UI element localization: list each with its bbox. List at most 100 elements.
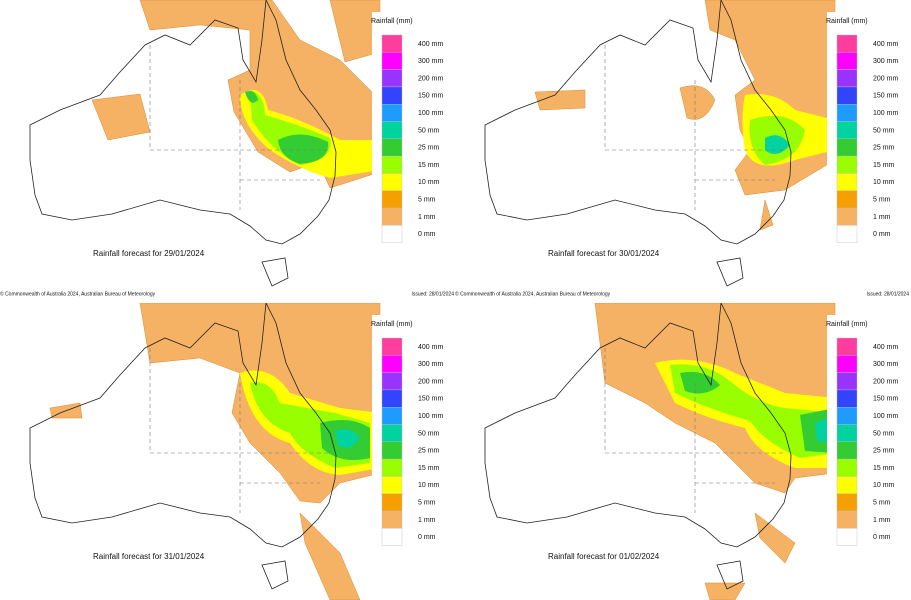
legend-label: 300 mm xyxy=(873,361,898,368)
legend-label: 5 mm xyxy=(418,197,436,204)
legend-label: 50 mm xyxy=(418,127,440,134)
legend-swatch xyxy=(381,493,403,512)
map-caption: Rainfall forecast for 01/02/2024 xyxy=(548,552,660,561)
legend-swatch xyxy=(836,355,858,373)
legend-swatch xyxy=(836,138,858,157)
legend-swatch xyxy=(381,458,403,477)
legend-swatch xyxy=(836,190,858,209)
legend-label: 10 mm xyxy=(873,179,895,186)
legend-swatch xyxy=(836,406,858,425)
legend-label: 400 mm xyxy=(418,41,443,48)
legend-label: 150 mm xyxy=(873,93,898,100)
forecast-map: Rainfall (mm) 400 mm 300 mm 200 mm 150 mm 100… xyxy=(0,0,456,297)
legend-swatch xyxy=(381,207,403,226)
legend-swatch xyxy=(836,86,858,105)
legend-label: 400 mm xyxy=(418,344,443,351)
legend-label: 15 mm xyxy=(873,465,895,472)
rainfall-area xyxy=(680,371,835,453)
legend-label: 100 mm xyxy=(418,413,443,420)
legend-label: 300 mm xyxy=(873,58,898,65)
legend-swatch xyxy=(836,207,858,226)
rainfall-area xyxy=(335,429,360,448)
legend-swatch xyxy=(381,372,403,391)
state-border xyxy=(149,45,330,210)
map-caption: Rainfall forecast for 30/01/2024 xyxy=(548,249,660,258)
map-caption: Rainfall forecast for 31/01/2024 xyxy=(93,552,205,561)
legend-label: 400 mm xyxy=(873,41,898,48)
legend-label: 15 mm xyxy=(418,465,440,472)
legend-swatch xyxy=(381,69,403,88)
legend-label: 10 mm xyxy=(418,179,440,186)
legend-swatch xyxy=(381,337,403,356)
legend-label: 400 mm xyxy=(873,344,898,351)
coastline xyxy=(29,0,337,287)
legend-swatch xyxy=(381,103,403,122)
legend-swatch xyxy=(381,406,403,425)
legend-swatch xyxy=(836,337,858,356)
legend-label: 25 mm xyxy=(418,145,440,152)
legend-label: 50 mm xyxy=(873,430,895,437)
legend-swatch xyxy=(381,389,403,408)
legend-label: 300 mm xyxy=(418,361,443,368)
legend-label: 5 mm xyxy=(873,197,891,204)
legend-label: 1 mm xyxy=(873,517,891,524)
forecast-map: Rainfall (mm) 400 mm 300 mm 200 mm 150 mm 100… xyxy=(0,303,456,600)
legend-swatch xyxy=(836,69,858,88)
legend-label: 5 mm xyxy=(873,500,891,507)
legend-swatch xyxy=(381,355,403,373)
forecast-map: Rainfall (mm) 400 mm 300 mm 200 mm 150 mm 100… xyxy=(455,303,911,600)
legend-label: 0 mm xyxy=(418,231,436,238)
legend-label: 150 mm xyxy=(418,93,443,100)
legend-swatch xyxy=(836,372,858,391)
legend-swatch xyxy=(381,121,403,139)
legend-label: 300 mm xyxy=(418,58,443,65)
legend-swatch xyxy=(836,52,858,70)
legend-title: Rainfall (mm) xyxy=(826,18,868,25)
legend-swatch xyxy=(381,173,403,191)
legend-label: 25 mm xyxy=(873,448,895,455)
legend-title: Rainfall (mm) xyxy=(371,321,413,328)
legend-label: 150 mm xyxy=(418,396,443,403)
coastline xyxy=(484,303,792,590)
legend-swatch xyxy=(836,34,858,53)
legend-label: 25 mm xyxy=(418,448,440,455)
legend-swatch xyxy=(381,441,403,460)
legend-label: 15 mm xyxy=(873,162,895,169)
rainfall-area xyxy=(765,135,790,154)
legend-swatch xyxy=(836,389,858,408)
legend-label: 5 mm xyxy=(418,500,436,507)
legend-swatch xyxy=(836,510,858,529)
legend-swatch xyxy=(381,34,403,53)
legend-label: 100 mm xyxy=(418,110,443,117)
legend-swatch xyxy=(381,155,403,174)
legend-swatch xyxy=(381,138,403,157)
legend-title: Rainfall (mm) xyxy=(371,18,413,25)
legend-label: 25 mm xyxy=(873,145,895,152)
legend-label: 0 mm xyxy=(873,534,891,541)
legend-swatch xyxy=(381,510,403,529)
legend-label: 0 mm xyxy=(873,231,891,238)
legend-swatch xyxy=(836,458,858,477)
state-border xyxy=(149,348,330,513)
legend-label: 150 mm xyxy=(873,396,898,403)
legend-label: 50 mm xyxy=(418,430,440,437)
coastline xyxy=(29,303,337,590)
copyright: © Commonwealth of Australia 2024, Austra… xyxy=(455,290,611,297)
legend-label: 200 mm xyxy=(418,378,443,385)
legend-label: 15 mm xyxy=(418,162,440,169)
issued-date: Issued: 28/01/2024 xyxy=(866,291,909,297)
legend-label: 100 mm xyxy=(873,110,898,117)
copyright: © Commonwealth of Australia 2024, Austra… xyxy=(0,290,156,297)
legend-swatch xyxy=(836,173,858,191)
map-caption: Rainfall forecast for 29/01/2024 xyxy=(93,249,205,258)
state-border xyxy=(604,45,785,210)
legend-swatch xyxy=(381,52,403,70)
legend-label: 0 mm xyxy=(418,534,436,541)
rainfall-area xyxy=(245,91,329,164)
legend-swatch xyxy=(381,476,403,494)
legend-swatch xyxy=(381,86,403,105)
legend-swatch xyxy=(836,103,858,122)
legend-label: 200 mm xyxy=(873,378,898,385)
legend-swatch xyxy=(836,476,858,494)
